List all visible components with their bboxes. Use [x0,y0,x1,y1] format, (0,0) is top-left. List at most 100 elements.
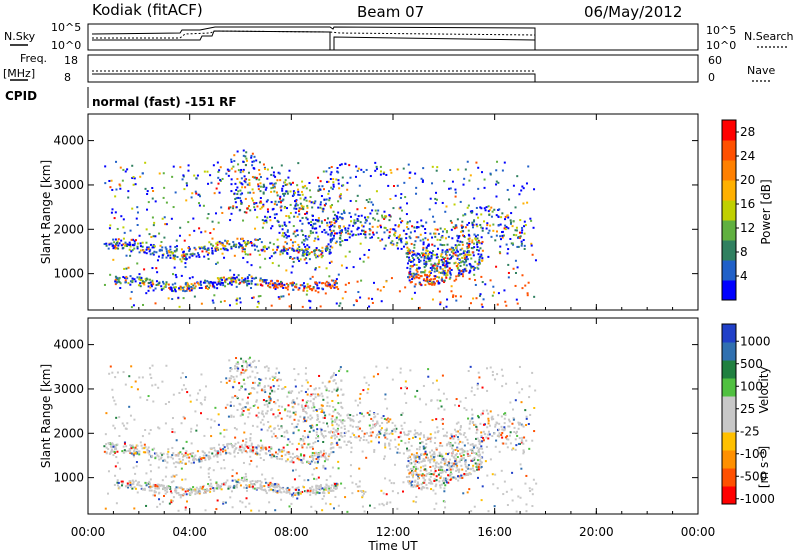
data-cell [218,169,221,172]
data-cell [473,273,476,276]
data-cell [417,226,420,229]
data-cell [349,215,352,218]
data-cell [192,452,195,455]
data-cell [192,461,195,464]
data-cell [130,446,133,449]
data-cell [396,168,399,171]
cpid-value: normal (fast) -151 RF [92,95,237,109]
data-cell [246,183,249,186]
data-cell [438,469,441,472]
data-cell [145,252,148,255]
data-cell [327,282,330,285]
data-cell [258,384,261,387]
data-cell [469,270,472,273]
data-cell [408,276,411,279]
data-cell [435,418,438,421]
data-cell [223,248,226,251]
data-cell [143,488,146,491]
data-cell [225,377,228,380]
data-cell [287,285,290,288]
data-cell [514,271,517,274]
data-cell [186,500,189,503]
data-cell [387,442,390,445]
data-cell [455,466,458,469]
data-cell [255,447,258,450]
data-cell [361,450,364,453]
data-cell [294,204,297,207]
data-cell [326,401,329,404]
data-cell [501,212,504,215]
data-cell [301,193,304,196]
data-cell [115,502,118,505]
data-cell [486,426,489,429]
data-cell [521,388,524,391]
data-cell [325,198,328,201]
data-cell [486,224,489,227]
data-cell [338,227,341,230]
data-cell [402,229,405,232]
data-cell [528,396,531,399]
data-cell [306,491,309,494]
data-cell [276,399,279,402]
data-cell [416,448,419,451]
data-cell [322,207,325,210]
data-cell [493,208,496,211]
data-cell [309,424,312,427]
data-cell [381,214,384,217]
data-cell [469,174,472,177]
data-cell [110,179,113,182]
data-cell [139,245,142,248]
data-cell [241,280,244,283]
data-cell [217,248,220,251]
data-cell [124,241,127,244]
data-cell [239,199,242,202]
data-cell [143,283,146,286]
data-cell [230,167,233,170]
data-cell [288,440,291,443]
data-cell [424,464,427,467]
data-cell [281,224,284,227]
data-cell [501,374,504,377]
data-cell [454,191,457,194]
data-cell [239,243,242,246]
data-cell [318,249,321,252]
data-cell [455,422,458,425]
data-cell [431,236,434,239]
nsearch-trace [92,30,536,39]
data-cell [255,176,258,179]
colorbar-segment [722,120,736,141]
data-cell [200,373,203,376]
data-cell [304,196,307,199]
data-cell [263,250,266,253]
data-cell [475,213,478,216]
data-cell [480,255,483,258]
data-cell [261,280,264,283]
data-cell [468,488,471,491]
data-cell [226,240,229,243]
data-cell [518,231,521,234]
data-cell [174,286,177,289]
data-cell [295,207,298,210]
data-cell [246,445,249,448]
data-cell [426,280,429,283]
data-cell [115,188,118,191]
data-cell [336,386,339,389]
data-cell [511,242,514,245]
data-cell [308,253,311,256]
data-cell [233,380,236,383]
data-cell [262,246,265,249]
data-cell [453,404,456,407]
data-cell [376,225,379,228]
data-cell [261,284,264,287]
data-cell [291,457,294,460]
data-cell [242,371,245,374]
data-cell [304,404,307,407]
data-cell [250,197,253,200]
data-cell [204,491,207,494]
data-cell [437,261,440,264]
data-cell [316,456,319,459]
data-cell [170,501,173,504]
data-cell [301,446,304,449]
data-cell [211,283,214,286]
data-cell [516,434,519,437]
